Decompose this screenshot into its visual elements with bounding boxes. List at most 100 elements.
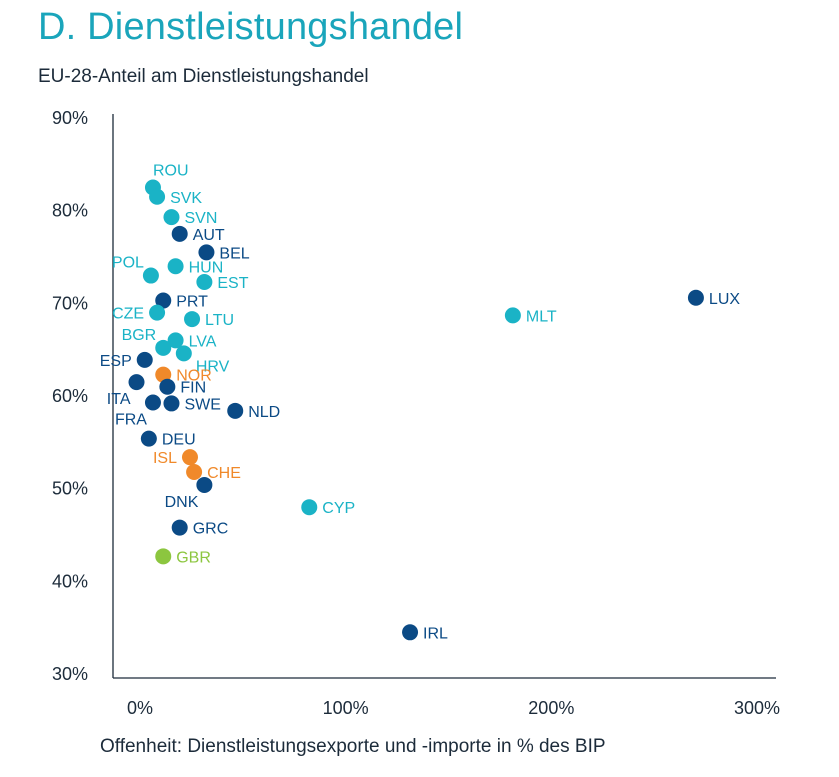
point-marker <box>149 188 166 205</box>
y-tick-label: 70% <box>52 293 88 313</box>
chart-title: D. Dienstleistungshandel <box>38 6 464 48</box>
point-label: PRT <box>176 294 208 311</box>
point-label: NLD <box>248 404 280 421</box>
y-tick-label: 90% <box>52 108 88 128</box>
point-isl: ISL <box>153 449 198 467</box>
point-label: LVA <box>189 333 217 350</box>
point-aut: AUT <box>171 225 225 244</box>
point-hun: HUN <box>167 258 223 276</box>
point-ltu: LTU <box>184 311 234 329</box>
point-lva: LVA <box>167 332 217 350</box>
point-label: LUX <box>709 291 740 308</box>
x-tick-label: 200% <box>528 698 574 718</box>
point-esp: ESP <box>100 351 153 370</box>
y-tick-label: 60% <box>52 386 88 406</box>
x-tick-label: 300% <box>734 698 780 718</box>
point-marker <box>181 449 198 466</box>
point-label: IRL <box>423 625 448 642</box>
point-label: GBR <box>176 549 211 566</box>
point-marker <box>155 548 172 565</box>
point-deu: DEU <box>140 430 196 449</box>
point-nld: NLD <box>227 402 280 421</box>
x-tick-label: 0% <box>127 698 153 718</box>
point-fra: FRA <box>115 394 161 428</box>
point-marker <box>687 289 704 306</box>
point-marker <box>159 378 176 395</box>
point-marker <box>175 345 192 362</box>
point-label: CHE <box>207 465 241 482</box>
point-cyp: CYP <box>301 499 355 517</box>
point-hrv: HRV <box>175 345 230 375</box>
point-label: EST <box>217 275 248 292</box>
point-gbr: GBR <box>155 548 211 566</box>
point-fin: FIN <box>159 378 206 397</box>
point-marker <box>155 366 172 383</box>
point-marker <box>149 304 166 321</box>
point-label: FRA <box>115 411 147 428</box>
point-label: CYP <box>322 500 355 517</box>
point-label: BEL <box>219 245 249 262</box>
point-marker <box>155 339 172 356</box>
point-marker <box>171 519 188 536</box>
point-marker <box>167 258 184 275</box>
point-label: SWE <box>184 396 220 413</box>
point-label: ITA <box>107 391 131 408</box>
point-marker <box>167 332 184 349</box>
point-label: DEU <box>162 432 196 449</box>
point-marker <box>196 274 213 291</box>
point-dnk: DNK <box>165 476 213 511</box>
y-tick-label: 30% <box>52 664 88 684</box>
point-marker <box>136 351 153 368</box>
point-marker <box>128 374 145 391</box>
point-label: NOR <box>176 368 212 385</box>
point-label: LTU <box>205 312 234 329</box>
point-label: SVK <box>170 190 202 207</box>
point-label: AUT <box>193 227 225 244</box>
x-tick-label: 100% <box>323 698 369 718</box>
point-marker <box>163 395 180 412</box>
point-label: CZE <box>112 306 144 323</box>
point-bel: BEL <box>198 244 250 262</box>
point-svk: SVK <box>149 188 202 207</box>
point-che: CHE <box>186 463 241 482</box>
chart-subtitle: EU-28-Anteil am Dienstleistungshandel <box>38 66 369 87</box>
y-tick-label: 50% <box>52 479 88 499</box>
point-marker <box>186 463 203 480</box>
axes <box>112 114 776 679</box>
y-tick-label: 40% <box>52 571 88 591</box>
point-cze: CZE <box>112 304 166 323</box>
point-pol: POL <box>112 255 159 284</box>
point-swe: SWE <box>163 395 221 413</box>
point-marker <box>163 209 180 226</box>
point-svn: SVN <box>163 209 217 227</box>
point-irl: IRL <box>402 624 448 642</box>
point-marker <box>196 476 213 493</box>
point-label: ROU <box>153 163 189 180</box>
point-label: HRV <box>196 358 230 375</box>
point-marker <box>144 394 161 411</box>
point-marker <box>301 499 318 516</box>
point-marker <box>140 430 157 447</box>
point-bgr: BGR <box>122 327 172 356</box>
point-label: ESP <box>100 353 132 370</box>
point-ita: ITA <box>107 374 145 408</box>
point-label: GRC <box>193 521 229 538</box>
point-label: SVN <box>184 210 217 227</box>
point-est: EST <box>196 274 249 292</box>
point-grc: GRC <box>171 519 229 538</box>
point-mlt: MLT <box>504 307 557 325</box>
x-axis-label: Offenheit: Dienstleistungsexporte und -i… <box>100 736 606 757</box>
point-marker <box>198 244 215 261</box>
point-prt: PRT <box>155 292 208 311</box>
point-marker <box>227 402 244 419</box>
point-marker <box>504 307 521 324</box>
point-label: MLT <box>526 308 557 325</box>
point-label: ISL <box>153 450 177 467</box>
point-marker <box>402 624 419 641</box>
point-marker <box>155 292 172 309</box>
point-label: DNK <box>165 494 199 511</box>
point-marker <box>184 311 201 328</box>
tick-labels: 30% 40% 50% 60% 70% 80% 90% 0% 100% 200% 300% <box>52 108 780 718</box>
